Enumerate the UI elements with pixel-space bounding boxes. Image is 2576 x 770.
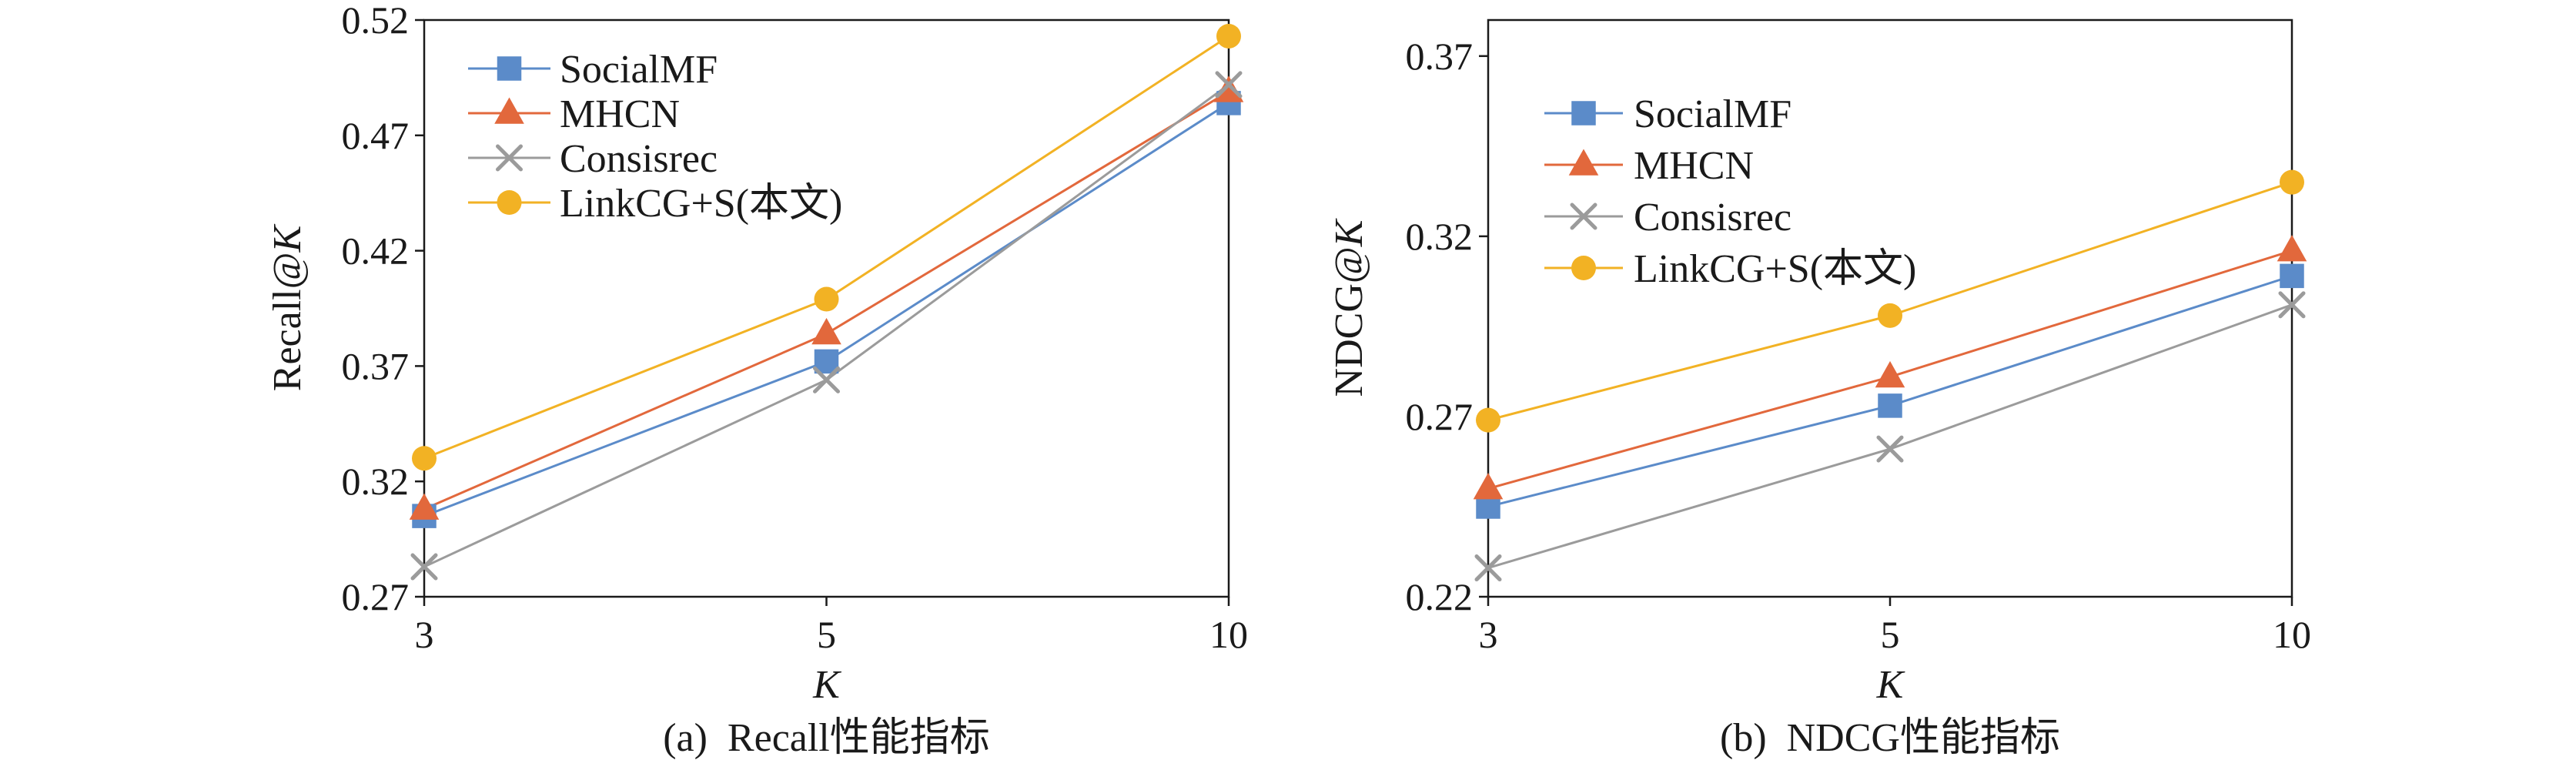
data-point-mhcn bbox=[1213, 75, 1244, 102]
legend-item-socialmf: SocialMF bbox=[1544, 92, 1791, 136]
legend-label: LinkCG+S(本文) bbox=[1634, 247, 1916, 291]
legend-item-linkcg-s: LinkCG+S(本文) bbox=[1544, 247, 1916, 291]
chart-caption: (b) NDCG性能指标 bbox=[1720, 716, 2060, 760]
legend-label: Consisrec bbox=[560, 137, 718, 181]
y-tick-label: 0.42 bbox=[342, 229, 410, 273]
data-point-socialmf bbox=[2280, 263, 2304, 289]
x-tick-label: 5 bbox=[1881, 613, 1900, 656]
data-point-consisrec bbox=[1474, 554, 1502, 582]
legend-marker bbox=[1570, 203, 1597, 230]
x-axis-label: K bbox=[1876, 663, 1905, 707]
legend-item-mhcn: MHCN bbox=[468, 92, 680, 136]
data-point-linkcg-s bbox=[412, 446, 437, 471]
legend-marker bbox=[494, 97, 524, 124]
data-point-linkcg-s bbox=[2280, 169, 2304, 195]
data-point-consisrec bbox=[1215, 71, 1243, 99]
legend-item-mhcn: MHCN bbox=[1544, 144, 1754, 188]
y-tick-label: 0.27 bbox=[1406, 395, 1474, 438]
data-point-socialmf bbox=[1878, 393, 1902, 418]
data-point-mhcn bbox=[811, 317, 841, 345]
data-point-linkcg-s bbox=[1216, 23, 1241, 49]
series-line-linkcg-s bbox=[423, 35, 1229, 460]
chart-panel-b: 0.22 0.27 0.32 0.37 3 5 10 K NDCG@K (b) NDCG性能指标 S… bbox=[1327, 18, 2311, 760]
legend-marker bbox=[497, 56, 522, 81]
data-point-consisrec bbox=[2278, 291, 2306, 319]
legend-label: MHCN bbox=[1634, 144, 1754, 188]
x-tick-label: 3 bbox=[415, 613, 434, 656]
y-tick-label: 0.37 bbox=[342, 344, 410, 387]
legend-label: LinkCG+S(本文) bbox=[560, 182, 842, 226]
data-point-linkcg-s bbox=[1476, 407, 1500, 433]
legend-item-socialmf: SocialMF bbox=[468, 48, 718, 92]
data-point-linkcg-s bbox=[1878, 303, 1902, 328]
x-tick-label: 10 bbox=[1209, 613, 1248, 656]
x-tick-label: 3 bbox=[1479, 613, 1498, 656]
legend-label: SocialMF bbox=[560, 48, 718, 92]
data-point-mhcn bbox=[409, 493, 440, 520]
legend-marker bbox=[1571, 101, 1596, 126]
y-tick-label: 0.32 bbox=[1406, 215, 1474, 258]
legend-item-consisrec: Consisrec bbox=[1544, 196, 1791, 239]
legend-marker bbox=[496, 144, 523, 172]
data-point-mhcn bbox=[2277, 235, 2307, 262]
data-point-consisrec bbox=[813, 366, 840, 393]
x-tick-label: 5 bbox=[817, 613, 836, 656]
legend-label: MHCN bbox=[560, 92, 680, 136]
data-point-consisrec bbox=[410, 553, 438, 581]
y-tick-label: 0.52 bbox=[342, 0, 410, 42]
legend-marker bbox=[1571, 256, 1596, 280]
legend-item-linkcg-s: LinkCG+S(本文) bbox=[468, 182, 842, 226]
y-tick-label: 0.22 bbox=[1406, 575, 1474, 618]
legend-marker bbox=[497, 190, 522, 215]
series-line-consisrec bbox=[1487, 303, 2293, 569]
x-tick-label: 10 bbox=[2273, 613, 2311, 656]
y-axis-label: NDCG@K bbox=[1327, 218, 1371, 397]
y-axis-label: Recall@K bbox=[266, 223, 309, 391]
y-tick-label: 0.27 bbox=[342, 575, 410, 618]
legend: SocialMF MHCN Consisrec LinkCG+S(本文) bbox=[1544, 92, 1916, 291]
data-point-mhcn bbox=[1875, 360, 1905, 388]
y-tick-label: 0.47 bbox=[342, 114, 410, 157]
x-axis-label: K bbox=[812, 663, 841, 707]
legend-label: Consisrec bbox=[1634, 196, 1791, 239]
chart-caption: (a) Recall性能指标 bbox=[663, 716, 990, 760]
data-point-mhcn bbox=[1473, 473, 1504, 500]
legend-item-consisrec: Consisrec bbox=[468, 137, 718, 181]
y-tick-label: 0.32 bbox=[342, 460, 410, 503]
legend-marker bbox=[1568, 149, 1599, 176]
data-point-consisrec bbox=[1876, 435, 1904, 463]
data-point-socialmf bbox=[814, 349, 839, 374]
chart-panel-a: 0.27 0.32 0.37 0.42 0.47 0.52 3 5 10 K Recall@K (a)… bbox=[266, 0, 1248, 760]
y-tick-label: 0.37 bbox=[1406, 35, 1474, 78]
legend-label: SocialMF bbox=[1634, 92, 1791, 136]
data-point-linkcg-s bbox=[814, 286, 839, 312]
